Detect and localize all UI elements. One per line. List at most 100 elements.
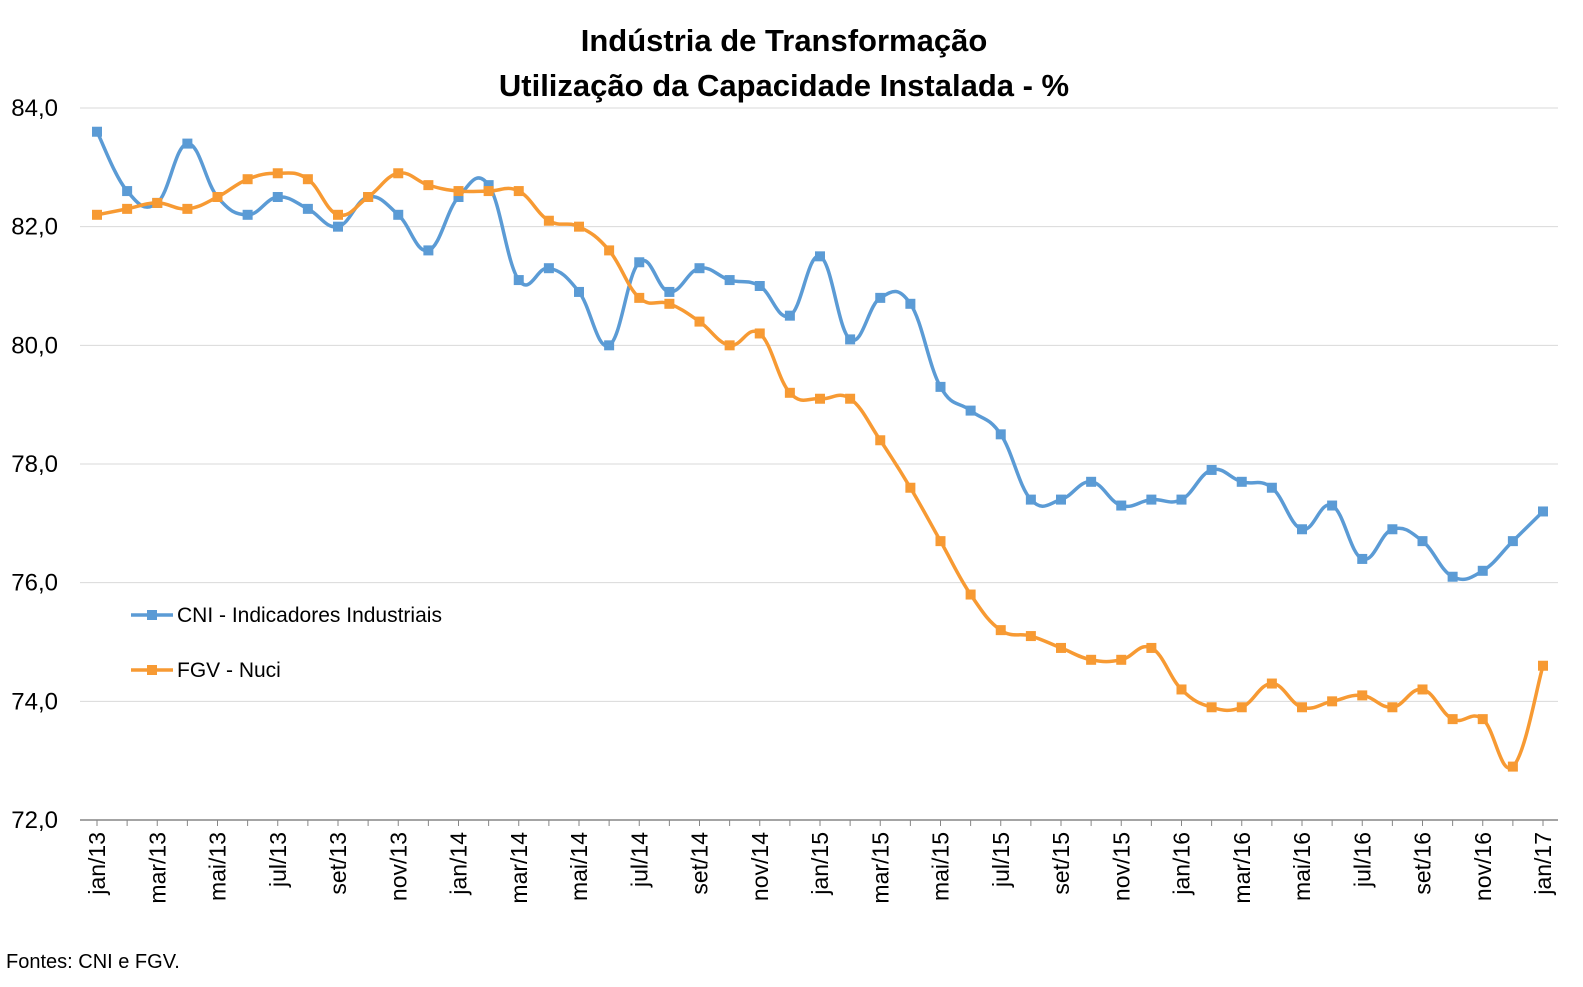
data-point <box>122 203 133 214</box>
data-point <box>1538 506 1548 517</box>
data-point <box>1116 654 1127 665</box>
data-point <box>935 536 946 547</box>
data-point <box>1086 654 1097 665</box>
x-tick-label: mai/15 <box>928 832 954 901</box>
chart-title: Indústria de Transformação <box>581 23 988 58</box>
data-point <box>423 245 434 256</box>
y-tick-label: 72,0 <box>11 807 58 834</box>
data-point <box>724 275 735 286</box>
y-tick-label: 78,0 <box>11 451 58 478</box>
data-point <box>664 286 675 297</box>
data-point <box>815 393 825 404</box>
data-point <box>784 310 795 321</box>
x-tick-label: jul/13 <box>265 832 291 888</box>
data-point <box>302 174 313 185</box>
data-point <box>1206 464 1217 475</box>
x-tick-label: mai/13 <box>205 832 231 901</box>
x-tick-label: mai/16 <box>1289 832 1315 901</box>
data-point <box>272 168 283 179</box>
data-point <box>965 405 976 416</box>
data-point <box>574 286 584 297</box>
data-point <box>1176 684 1187 695</box>
data-point <box>1538 660 1548 671</box>
x-tick-label: jul/16 <box>1349 832 1375 888</box>
data-point <box>1266 678 1277 689</box>
data-point <box>1176 494 1187 505</box>
data-point <box>1507 761 1518 772</box>
series-line <box>95 130 1545 582</box>
data-point <box>212 192 223 202</box>
data-point <box>393 209 404 220</box>
x-tick-label: nov/15 <box>1108 832 1134 901</box>
data-point <box>905 482 916 493</box>
x-tick-label: jan/17 <box>1530 832 1556 896</box>
x-tick-label: jan/15 <box>807 832 833 896</box>
source-note: Fontes: CNI e FGV. <box>6 951 180 973</box>
data-point <box>1327 500 1338 511</box>
x-axis: jan/13 mar/13 mai/13 jul/13 set/13 nov/13 jan/… <box>80 819 1558 904</box>
y-tick-label: 82,0 <box>11 214 58 241</box>
data-point <box>1146 642 1157 653</box>
legend-item: CNI - Indicadores Industriais <box>131 604 442 627</box>
data-point <box>1507 536 1518 547</box>
data-point <box>122 186 133 197</box>
x-tick-label: mar/14 <box>506 832 532 904</box>
data-point <box>483 186 494 197</box>
data-point <box>1025 494 1036 505</box>
series-line <box>96 171 1545 770</box>
data-point <box>1477 714 1488 725</box>
data-point <box>784 387 795 398</box>
data-point <box>1056 642 1066 653</box>
data-point <box>152 197 163 208</box>
data-point <box>543 263 554 274</box>
x-tick-label: jan/14 <box>446 832 472 896</box>
x-tick-label: mar/15 <box>867 832 893 904</box>
data-point <box>664 298 675 309</box>
data-point <box>393 168 404 179</box>
data-point <box>1417 684 1428 695</box>
x-tick-label: jul/15 <box>988 832 1014 888</box>
data-point <box>1387 524 1398 535</box>
chart-subtitle: Utilização da Capacidade Instalada - % <box>499 68 1069 103</box>
data-point <box>694 263 705 274</box>
data-point <box>272 192 283 202</box>
data-point <box>995 429 1006 440</box>
y-axis-ticks: 72,0 74,0 76,0 78,0 80,0 82,0 84,0 <box>11 95 58 834</box>
data-point <box>1447 714 1458 725</box>
data-point <box>815 251 825 262</box>
data-point <box>92 209 102 220</box>
legend-swatch-marker <box>147 610 157 620</box>
data-point <box>965 589 976 600</box>
x-tick-label: set/13 <box>325 832 351 895</box>
data-point <box>333 209 343 220</box>
data-point <box>1387 702 1398 713</box>
y-tick-label: 76,0 <box>11 570 58 597</box>
data-point <box>363 192 374 202</box>
x-tick-label: jan/16 <box>1169 832 1195 896</box>
data-point <box>182 203 193 214</box>
data-point <box>1297 702 1307 713</box>
x-tick-label: jul/14 <box>626 832 652 888</box>
x-tick-label: mar/16 <box>1229 832 1255 904</box>
legend-swatch-marker <box>147 665 157 675</box>
data-point <box>1417 536 1428 547</box>
data-point <box>935 381 946 392</box>
data-point <box>1236 476 1247 487</box>
y-tick-label: 80,0 <box>11 332 58 359</box>
x-tick-label: mar/13 <box>144 832 170 904</box>
data-point <box>694 316 705 327</box>
series-fgv <box>92 168 1548 772</box>
x-tick-label: jan/13 <box>84 832 110 896</box>
data-point <box>604 340 615 351</box>
data-point <box>875 292 886 303</box>
data-point <box>1146 494 1157 505</box>
data-point <box>1025 631 1036 642</box>
legend-item: FGV - Nuci <box>131 659 281 682</box>
data-point <box>543 215 554 226</box>
data-point <box>1086 476 1097 487</box>
x-tick-label: mai/14 <box>566 832 592 901</box>
data-point <box>1297 524 1307 535</box>
data-point <box>1477 565 1488 576</box>
data-point <box>634 257 645 268</box>
